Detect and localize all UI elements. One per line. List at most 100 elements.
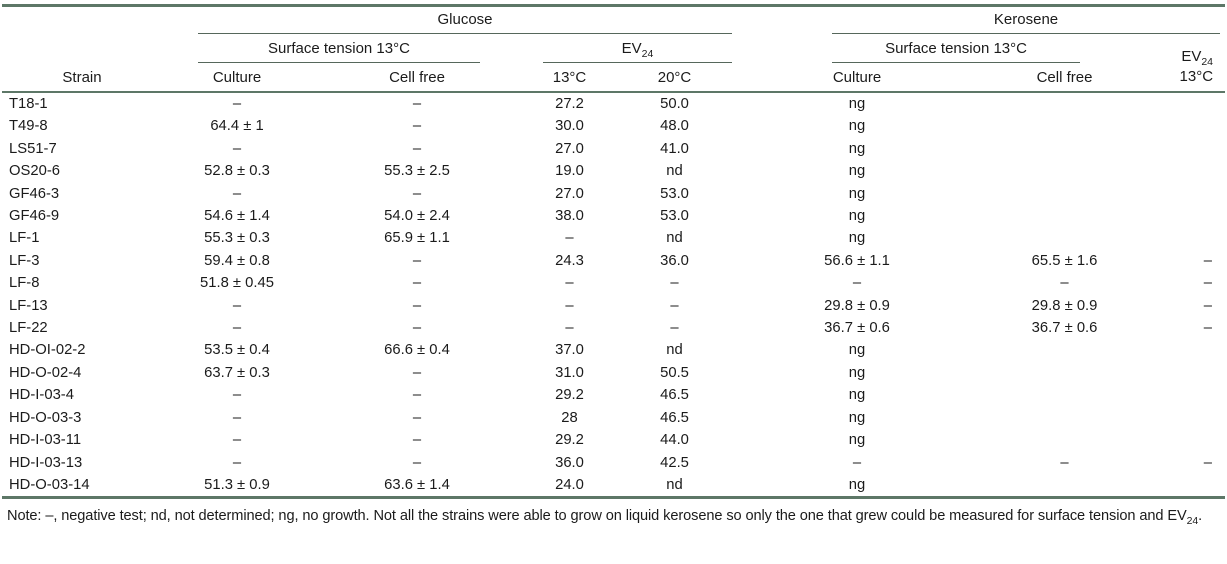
group-header-row: Glucose Kerosene [2, 6, 1225, 34]
table-row: LF-13 – – – – 29.8 ± 0.9 29.8 ± 0.9 – [2, 295, 1225, 317]
cell-glucose-ev-20c: 46.5 [660, 409, 689, 426]
subheader-ev24-glucose: EV24 [522, 34, 733, 63]
cell-kerosene-cell-free: – [1060, 275, 1069, 292]
cell-glucose-culture: 53.5 ± 0.4 [204, 342, 270, 359]
cell-kerosene-cell-free [982, 362, 1147, 384]
cell-glucose-ev-20c: – [670, 297, 679, 314]
cell-glucose-ev-20c: nd [666, 163, 683, 180]
cell-glucose-cell-free: – [412, 432, 422, 449]
cell-glucose-ev-20c: nd [666, 230, 683, 247]
cell-glucose-cell-free: 55.3 ± 2.5 [384, 163, 450, 180]
cell-glucose-culture: 51.3 ± 0.9 [204, 476, 270, 493]
cell-glucose-culture: – [232, 409, 242, 426]
cell-kerosene-cell-free [982, 160, 1147, 182]
cell-kerosene-cell-free [982, 138, 1147, 160]
cell-kerosene-ev-13c: – [1203, 297, 1213, 314]
cell-kerosene-ev-13c [1147, 205, 1225, 227]
results-table: Glucose Kerosene Surface tension 13°C EV… [2, 4, 1226, 500]
cell-glucose-ev-20c: 48.0 [660, 118, 689, 135]
cell-kerosene-culture: ng [848, 432, 866, 449]
cell-glucose-ev-13c: 27.0 [555, 185, 584, 202]
cell-strain: LF-13 [9, 297, 48, 314]
cell-glucose-cell-free: – [412, 185, 422, 202]
cell-kerosene-culture: ng [848, 387, 866, 404]
ev-subscript: 24 [1201, 56, 1214, 68]
cell-kerosene-culture: 36.7 ± 0.6 [824, 320, 890, 337]
cell-kerosene-cell-free [982, 339, 1147, 361]
cell-glucose-culture: 59.4 ± 0.8 [204, 252, 270, 269]
cell-glucose-ev-13c: 27.2 [555, 96, 584, 112]
cell-glucose-ev-20c: 42.5 [660, 454, 689, 471]
cell-kerosene-ev-13c: – [1203, 252, 1213, 269]
cell-glucose-ev-20c: 36.0 [660, 252, 689, 269]
table-row: LF-1 55.3 ± 0.3 65.9 ± 1.1 – nd ng [2, 227, 1225, 249]
cell-glucose-ev-13c: 37.0 [555, 342, 584, 359]
ev-subscript: 24 [641, 48, 654, 60]
cell-kerosene-ev-13c: – [1203, 454, 1213, 471]
cell-glucose-cell-free: – [412, 454, 422, 471]
cell-glucose-cell-free: – [412, 297, 422, 314]
cell-glucose-cell-free: – [412, 140, 422, 157]
cell-kerosene-ev-13c [1147, 138, 1225, 160]
cell-glucose-ev-13c: 36.0 [555, 454, 584, 471]
cell-strain: T18-1 [9, 96, 48, 112]
cell-kerosene-culture: ng [848, 409, 866, 426]
subheader-label: EV24 [543, 36, 733, 63]
cell-strain: HD-OI-02-2 [9, 342, 86, 359]
header-cell-free-glucose: Cell free [312, 63, 522, 93]
ev-label: EV [621, 40, 642, 57]
cell-kerosene-culture: ng [848, 364, 866, 381]
subheader-surface-tension-glucose: Surface tension 13°C [162, 34, 522, 63]
header-ev-20c: 20°C [617, 63, 733, 93]
cell-glucose-ev-13c: 38.0 [555, 208, 584, 225]
note-suffix: . [1198, 508, 1203, 525]
cell-glucose-ev-13c: 24.0 [555, 476, 584, 493]
cell-glucose-ev-13c: 29.2 [555, 387, 584, 404]
cell-strain: HD-I-03-13 [9, 454, 83, 471]
cell-kerosene-cell-free [982, 92, 1147, 115]
cell-glucose-culture: 52.8 ± 0.3 [204, 163, 270, 180]
cell-kerosene-cell-free [982, 474, 1147, 498]
cell-kerosene-cell-free: – [1060, 454, 1069, 471]
cell-glucose-ev-13c: 24.3 [555, 252, 584, 269]
cell-kerosene-ev-13c [1147, 115, 1225, 137]
cell-glucose-cell-free: – [412, 118, 422, 135]
cell-glucose-ev-20c: – [670, 320, 679, 337]
cell-kerosene-cell-free [982, 407, 1147, 429]
cell-glucose-culture: 51.8 ± 0.45 [200, 275, 274, 292]
cell-glucose-ev-13c: – [565, 320, 574, 337]
cell-glucose-culture: – [232, 96, 242, 112]
cell-glucose-culture: 54.6 ± 1.4 [204, 208, 270, 225]
table-row: GF46-3 – – 27.0 53.0 ng [2, 183, 1225, 205]
cell-strain: LF-1 [9, 230, 40, 247]
cell-strain: HD-O-02-4 [9, 364, 82, 381]
header-culture-kerosene: Culture [732, 63, 983, 93]
cell-glucose-ev-20c: 53.0 [660, 185, 689, 202]
cell-kerosene-culture: ng [848, 185, 866, 202]
cell-strain: LS51-7 [9, 140, 57, 157]
group-header-kerosene: Kerosene [732, 6, 1225, 34]
cell-glucose-cell-free: – [412, 409, 422, 426]
ev-temp-label: 13°C [1179, 68, 1214, 85]
note-ev-subscript: 24 [1186, 515, 1199, 528]
table-body: T18-1 – – 27.2 50.0 ng T49-8 64.4 ± 1 – 30.0 48.0 n… [2, 92, 1225, 498]
cell-glucose-ev-20c: nd [666, 342, 683, 359]
table-row: HD-O-03-14 51.3 ± 0.9 63.6 ± 1.4 24.0 nd ng [2, 474, 1225, 498]
table-row: HD-I-03-13 – – 36.0 42.5 – – – [2, 452, 1225, 474]
table-row: HD-O-02-4 63.7 ± 0.3 – 31.0 50.5 ng [2, 362, 1225, 384]
header-ev24-13c-kerosene: EV24 13°C [1147, 34, 1226, 93]
cell-kerosene-ev-13c [1147, 227, 1225, 249]
cell-kerosene-ev-13c [1147, 384, 1225, 406]
cell-glucose-ev-13c: – [565, 297, 574, 314]
cell-glucose-culture: – [232, 454, 242, 471]
cell-kerosene-culture: ng [848, 230, 866, 247]
header-ev-13c: 13°C [522, 63, 617, 93]
cell-strain: LF-22 [9, 320, 48, 337]
table-row: LF-8 51.8 ± 0.45 – – – – – – [2, 272, 1225, 294]
cell-glucose-ev-20c: 50.5 [660, 364, 689, 381]
cell-kerosene-cell-free [982, 115, 1147, 137]
cell-glucose-ev-13c: 29.2 [555, 432, 584, 449]
cell-glucose-ev-20c: nd [666, 476, 683, 493]
table-row: GF46-9 54.6 ± 1.4 54.0 ± 2.4 38.0 53.0 ng [2, 205, 1225, 227]
cell-kerosene-cell-free: 29.8 ± 0.9 [1031, 297, 1098, 314]
